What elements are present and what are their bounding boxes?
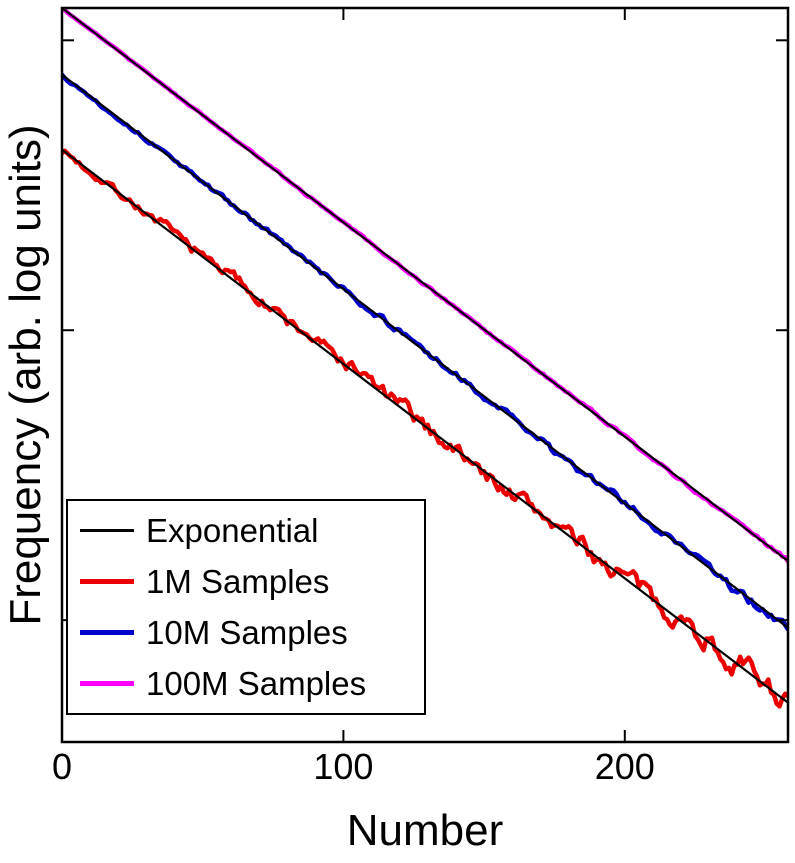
series-line-exponential-2 (62, 8, 788, 562)
series-line-1m-samples (62, 148, 788, 709)
x-tick-label-0: 0 (51, 746, 73, 787)
legend-entry-exponential: Exponential (80, 506, 424, 556)
legend-label-exponential: Exponential (146, 511, 319, 549)
y-axis-label: Frequency (arb. log units) (1, 124, 50, 626)
legend-entry-1m-samples: 1M Samples (80, 557, 424, 607)
x-tick-label-100: 100 (313, 746, 374, 787)
series-line-exponential-1 (62, 73, 788, 629)
legend-label-1m: 1M Samples (146, 562, 330, 600)
legend-line-sample-100m (80, 681, 134, 686)
series-group (62, 8, 788, 709)
legend-entry-10m-samples: 10M Samples (80, 608, 424, 658)
legend-line-sample-1m (80, 579, 134, 584)
axis-box (60, 6, 790, 744)
x-axis-label: Number (346, 806, 504, 855)
legend-label-10m: 10M Samples (146, 613, 348, 651)
legend-label-100m: 100M Samples (146, 664, 367, 702)
legend-entry-100m-samples: 100M Samples (80, 659, 424, 709)
series-line-exponential-0 (62, 148, 788, 704)
legend-line-sample-10m (80, 630, 134, 635)
legend: Exponential 1M Samples 10M Samples 100M … (66, 499, 426, 715)
legend-line-sample-exponential (80, 529, 134, 532)
x-tick-label-200: 200 (594, 746, 655, 787)
